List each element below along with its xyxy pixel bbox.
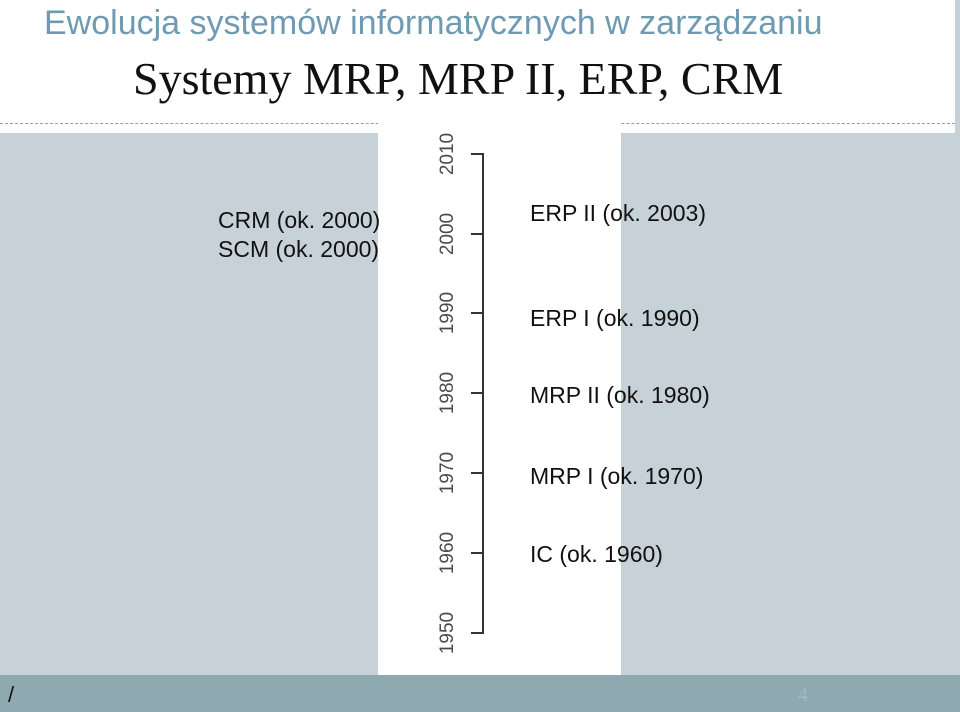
- year-label-1960: 1960: [437, 532, 458, 574]
- timeline-panel: [378, 118, 621, 678]
- slide-subtitle: Ewolucja systemów informatycznych w zarz…: [44, 4, 823, 42]
- entry-mrp-ii: MRP II (ok. 1980): [530, 382, 710, 408]
- page-number: 4: [798, 684, 808, 706]
- slide-title: Systemy MRP, MRP II, ERP, CRM: [133, 53, 784, 104]
- entry-scm: SCM (ok. 2000): [218, 236, 380, 262]
- footer-bar: [0, 675, 960, 712]
- year-label-1990: 1990: [437, 292, 458, 334]
- footer-slash: /: [8, 682, 15, 707]
- entry-erp-i: ERP I (ok. 1990): [530, 305, 700, 331]
- entry-ic: IC (ok. 1960): [530, 541, 663, 567]
- entry-crm: CRM (ok. 2000): [218, 207, 381, 233]
- right-edge-strip: [955, 0, 960, 712]
- year-label-2000: 2000: [437, 213, 458, 255]
- year-label-1970: 1970: [437, 452, 458, 494]
- year-label-1980: 1980: [437, 372, 458, 414]
- entry-mrp-i: MRP I (ok. 1970): [530, 463, 704, 489]
- year-label-1950: 1950: [437, 612, 458, 654]
- entry-erp-ii: ERP II (ok. 2003): [530, 200, 706, 226]
- year-label-2010: 2010: [437, 133, 458, 175]
- slide-header: [0, 0, 960, 124]
